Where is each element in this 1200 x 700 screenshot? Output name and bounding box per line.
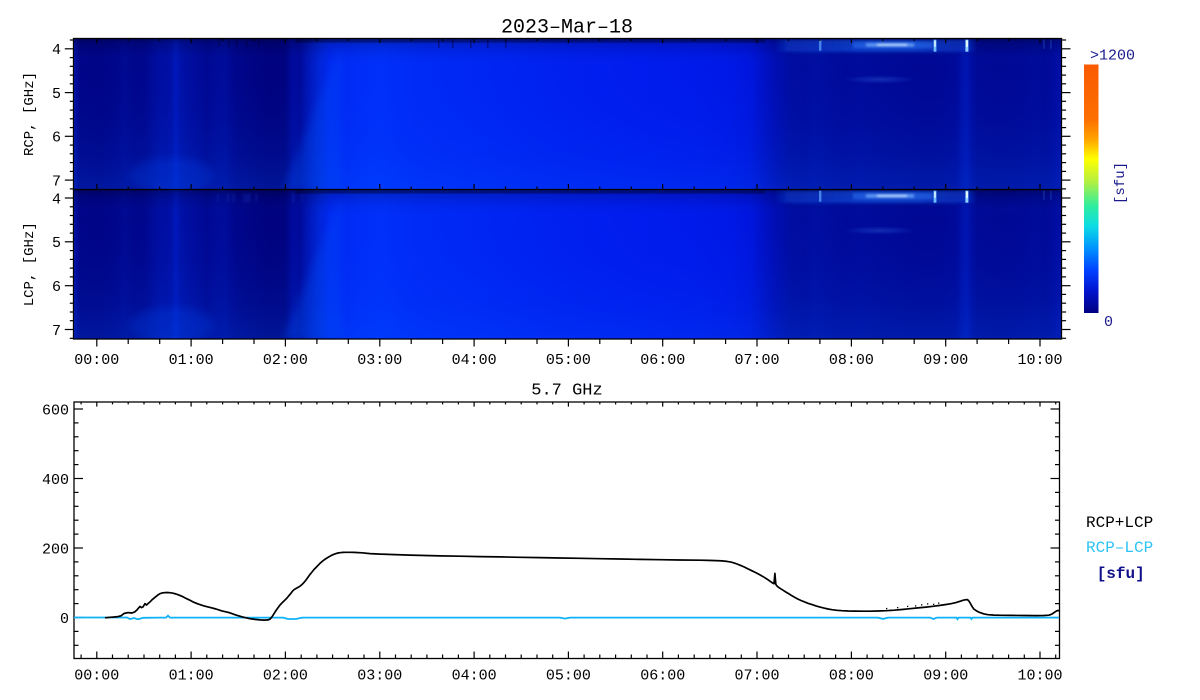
svg-text:01:00: 01:00 bbox=[169, 668, 214, 685]
svg-text:08:00: 08:00 bbox=[829, 352, 874, 369]
svg-text:RCP+LCP: RCP+LCP bbox=[1086, 514, 1153, 532]
svg-text:10:00: 10:00 bbox=[1017, 668, 1062, 685]
svg-text:4: 4 bbox=[52, 191, 61, 208]
svg-text:RCP, [GHz]: RCP, [GHz] bbox=[22, 72, 38, 156]
svg-text:200: 200 bbox=[42, 541, 69, 558]
svg-text:06:00: 06:00 bbox=[640, 352, 685, 369]
svg-text:07:00: 07:00 bbox=[734, 352, 779, 369]
svg-text:00:00: 00:00 bbox=[74, 352, 119, 369]
svg-text:7: 7 bbox=[52, 174, 61, 191]
svg-text:07:00: 07:00 bbox=[734, 668, 779, 685]
svg-text:02:00: 02:00 bbox=[263, 668, 308, 685]
svg-text:600: 600 bbox=[42, 402, 69, 419]
svg-text:5: 5 bbox=[52, 235, 61, 252]
svg-text:7: 7 bbox=[52, 323, 61, 340]
svg-text:4: 4 bbox=[52, 42, 61, 59]
svg-text:RCP–LCP: RCP–LCP bbox=[1086, 539, 1153, 557]
svg-text:[sfu]: [sfu] bbox=[1113, 162, 1129, 204]
svg-text:03:00: 03:00 bbox=[357, 352, 402, 369]
svg-text:6: 6 bbox=[52, 279, 61, 296]
svg-text:0: 0 bbox=[60, 611, 69, 628]
svg-text:03:00: 03:00 bbox=[357, 668, 402, 685]
svg-text:06:00: 06:00 bbox=[640, 668, 685, 685]
svg-text:01:00: 01:00 bbox=[169, 352, 214, 369]
svg-text:09:00: 09:00 bbox=[923, 352, 968, 369]
svg-text:[sfu]: [sfu] bbox=[1097, 565, 1145, 583]
svg-text:LCP, [GHz]: LCP, [GHz] bbox=[22, 222, 38, 306]
svg-text:05:00: 05:00 bbox=[546, 668, 591, 685]
svg-text:09:00: 09:00 bbox=[923, 668, 968, 685]
svg-text:5.7 GHz: 5.7 GHz bbox=[531, 382, 602, 401]
svg-text:08:00: 08:00 bbox=[829, 668, 874, 685]
svg-text:2023–Mar–18: 2023–Mar–18 bbox=[501, 17, 633, 40]
svg-text:05:00: 05:00 bbox=[546, 352, 591, 369]
svg-text:04:00: 04:00 bbox=[452, 668, 497, 685]
svg-text:400: 400 bbox=[42, 472, 69, 489]
svg-text:6: 6 bbox=[52, 130, 61, 147]
svg-text:10:00: 10:00 bbox=[1017, 352, 1062, 369]
svg-text:>1200: >1200 bbox=[1090, 48, 1135, 65]
svg-text:02:00: 02:00 bbox=[263, 352, 308, 369]
svg-text:00:00: 00:00 bbox=[74, 668, 119, 685]
svg-text:0: 0 bbox=[1104, 314, 1113, 331]
svg-text:5: 5 bbox=[52, 86, 61, 103]
svg-text:04:00: 04:00 bbox=[452, 352, 497, 369]
